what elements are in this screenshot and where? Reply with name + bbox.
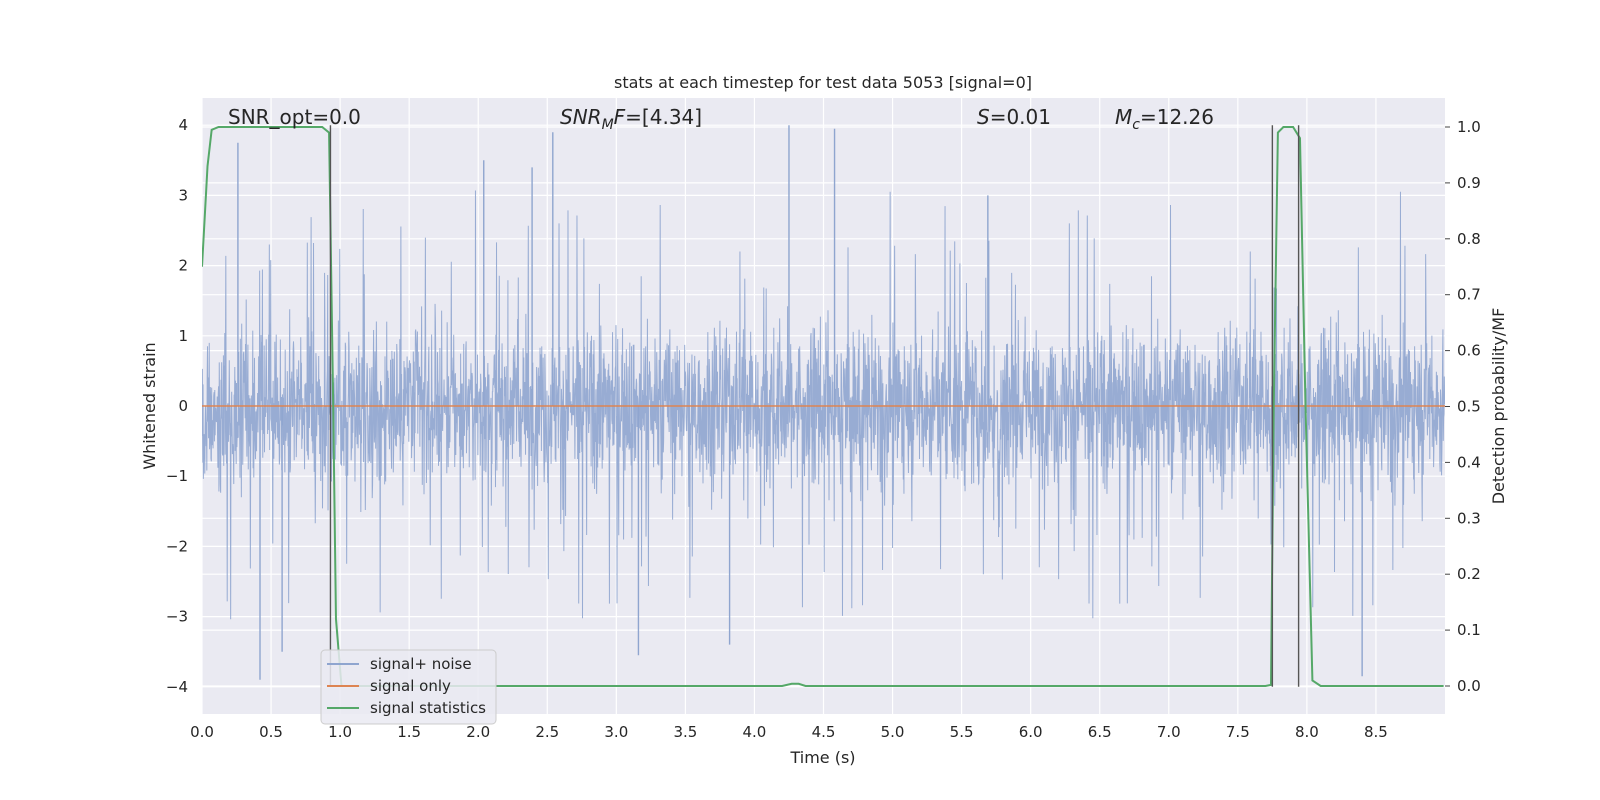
y-axis-label: Whitened strain (140, 342, 159, 469)
x-tick-label: 8.0 (1295, 723, 1319, 741)
y-right-tick-label: 1.0 (1457, 118, 1481, 136)
y-right-tick-label: 0.1 (1457, 621, 1481, 639)
series-signal-statistics (202, 126, 1444, 687)
y-tick-label: 3 (178, 186, 188, 204)
annotation-mc-symbol: M (1115, 105, 1132, 129)
legend-label-signal-only: signal only (370, 677, 451, 695)
y-tick-label: −2 (166, 537, 188, 555)
x-tick-label: 2.0 (466, 723, 490, 741)
y-right-tick-label: 0.4 (1457, 453, 1481, 471)
annotation-snr-opt: SNR_opt=0.0 (228, 105, 361, 129)
annotation-mc-value: =12.26 (1140, 105, 1214, 129)
annotation-snr-mf: SNRMF=[4.34] (560, 105, 702, 133)
x-tick-label: 3.5 (673, 723, 697, 741)
chart-title: stats at each timestep for test data 505… (614, 73, 1032, 92)
y-right-tick-label: 0.5 (1457, 398, 1481, 416)
annotation-s-value: =0.01 (990, 105, 1051, 129)
y-tick-label: 0 (178, 397, 188, 415)
y-right-tick-labels: 1.0 0.9 0.8 0.7 0.6 0.5 0.4 0.3 0.2 0.1 0.0 (1445, 118, 1481, 695)
x-tick-label: 5.5 (950, 723, 974, 741)
signal-statistics-line (202, 126, 1444, 687)
y-right-tick-label: 0.0 (1457, 677, 1481, 695)
legend-box (320, 649, 497, 725)
x-tick-label: 1.5 (397, 723, 421, 741)
x-tick-label: 1.0 (328, 723, 352, 741)
x-tick-label: 5.0 (881, 723, 905, 741)
y-right-tick-label: 0.6 (1457, 342, 1481, 360)
x-tick-label: 3.0 (604, 723, 628, 741)
y-tick-label: −4 (166, 678, 188, 696)
annotation-snr-mf-value: =[4.34] (625, 105, 702, 129)
y-tick-label: 2 (178, 257, 188, 275)
y-right-tick-label: 0.8 (1457, 230, 1481, 248)
y-tick-label: 1 (178, 327, 188, 345)
annotation-snr-mf-symbol: SNR (560, 105, 602, 129)
y-right-axis-label: Detection probability/MF (1489, 308, 1508, 505)
legend-label-signal-statistics: signal statistics (370, 699, 486, 717)
annotation-s-symbol: S (977, 105, 990, 129)
x-tick-label: 4.0 (743, 723, 767, 741)
x-tick-label: 8.5 (1364, 723, 1388, 741)
y-right-tick-label: 0.3 (1457, 509, 1481, 527)
y-tick-label: 4 (178, 116, 188, 134)
y-tick-labels: 4 3 2 1 0 −1 −2 −3 −4 (166, 116, 188, 696)
noise-trace (202, 190, 1445, 620)
annotation-snr-mf-subscript: M (602, 117, 614, 133)
annotation-mc-subscript: c (1132, 117, 1140, 133)
legend: signal+ noise signal only signal statist… (320, 649, 497, 725)
vertical-markers (329, 125, 1300, 687)
annotation-snr-mf-f: F (614, 105, 626, 129)
x-tick-label: 0.5 (259, 723, 283, 741)
annotation-mc: Mc=12.26 (1115, 105, 1214, 133)
x-tick-label: 6.5 (1088, 723, 1112, 741)
y-right-tick-label: 0.7 (1457, 286, 1481, 304)
y-tick-label: −3 (166, 608, 188, 626)
x-tick-label: 2.5 (535, 723, 559, 741)
x-axis-label: Time (s) (789, 748, 855, 767)
x-tick-label: 6.0 (1019, 723, 1043, 741)
y-right-tick-label: 0.9 (1457, 174, 1481, 192)
y-tick-label: −1 (166, 467, 188, 485)
x-tick-label: 7.5 (1226, 723, 1250, 741)
annotation-s: S=0.01 (977, 105, 1051, 129)
x-tick-labels: 0.0 0.5 1.0 1.5 2.0 2.5 3.0 3.5 4.0 4.5 5.0 5.5 6.0 6… (190, 723, 1388, 741)
legend-label-signal-noise: signal+ noise (370, 655, 472, 673)
x-tick-label: 4.5 (812, 723, 836, 741)
x-tick-label: 0.0 (190, 723, 214, 741)
x-tick-label: 7.0 (1157, 723, 1181, 741)
series-signal-noise (202, 125, 1445, 680)
y-right-tick-label: 0.2 (1457, 565, 1481, 583)
